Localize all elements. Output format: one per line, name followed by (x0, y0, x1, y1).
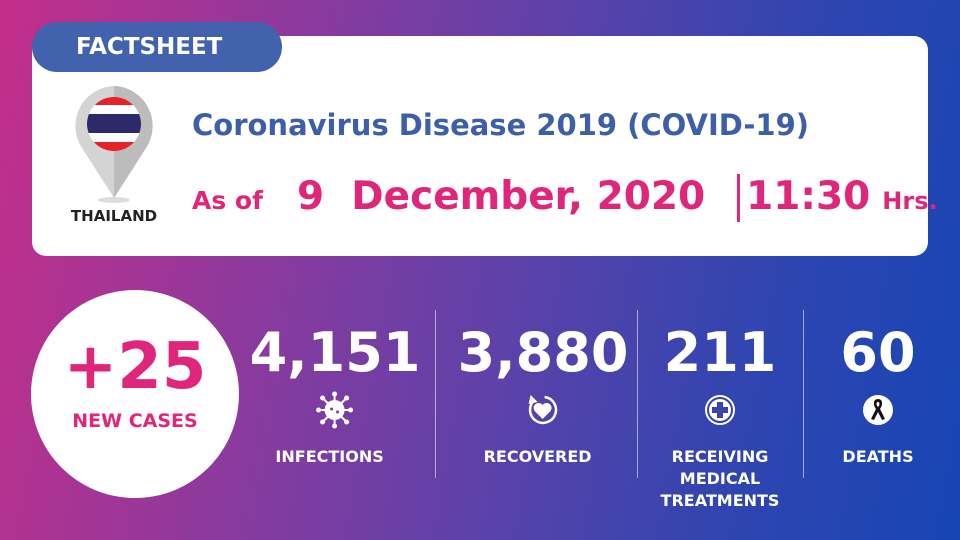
stat-label: DEATHS (842, 447, 914, 466)
divider (737, 174, 741, 222)
stat-deaths: 60 DEATHS (798, 322, 958, 468)
time-value: 11:30 (746, 174, 871, 219)
new-cases-label: NEW CASES (72, 410, 198, 432)
header-card (32, 36, 928, 256)
stat-recovered: 3,880 RECOVERED (458, 322, 629, 468)
medical-cross-icon (640, 390, 800, 430)
new-cases-badge: +25 NEW CASES (31, 290, 239, 498)
stat-medical-treatments: 211 RECEIVING MEDICAL TREATMENTS (640, 322, 800, 512)
new-cases-value: +25 (63, 330, 207, 404)
stat-value: 4,151 (249, 321, 421, 384)
divider (803, 310, 804, 478)
stat-label: RECOVERED (483, 447, 592, 466)
virus-icon (250, 390, 421, 430)
divider (637, 310, 638, 478)
recovered-heart-icon (458, 390, 629, 430)
thailand-flag-pin-icon (75, 86, 153, 203)
stat-value: 211 (663, 321, 777, 384)
black-ribbon-icon (798, 390, 958, 430)
date-value: 9 December, 2020 (296, 174, 706, 219)
stat-infections: 4,151 INFECTIONS (250, 322, 421, 468)
stat-label: RECEIVING MEDICAL TREATMENTS (660, 447, 780, 510)
page-title: Coronavirus Disease 2019 (COVID-19) (192, 108, 810, 142)
stat-label: INFECTIONS (275, 447, 384, 466)
date-line: As of 9 December, 2020 11:30 Hrs. (192, 174, 938, 222)
country-label: THAILAND (70, 207, 158, 225)
stat-value: 60 (840, 321, 916, 384)
stat-value: 3,880 (457, 321, 629, 384)
factsheet-tab: FACTSHEET (32, 22, 282, 72)
divider (435, 310, 436, 478)
time-unit: Hrs. (882, 187, 938, 215)
as-of-label: As of (192, 186, 263, 215)
